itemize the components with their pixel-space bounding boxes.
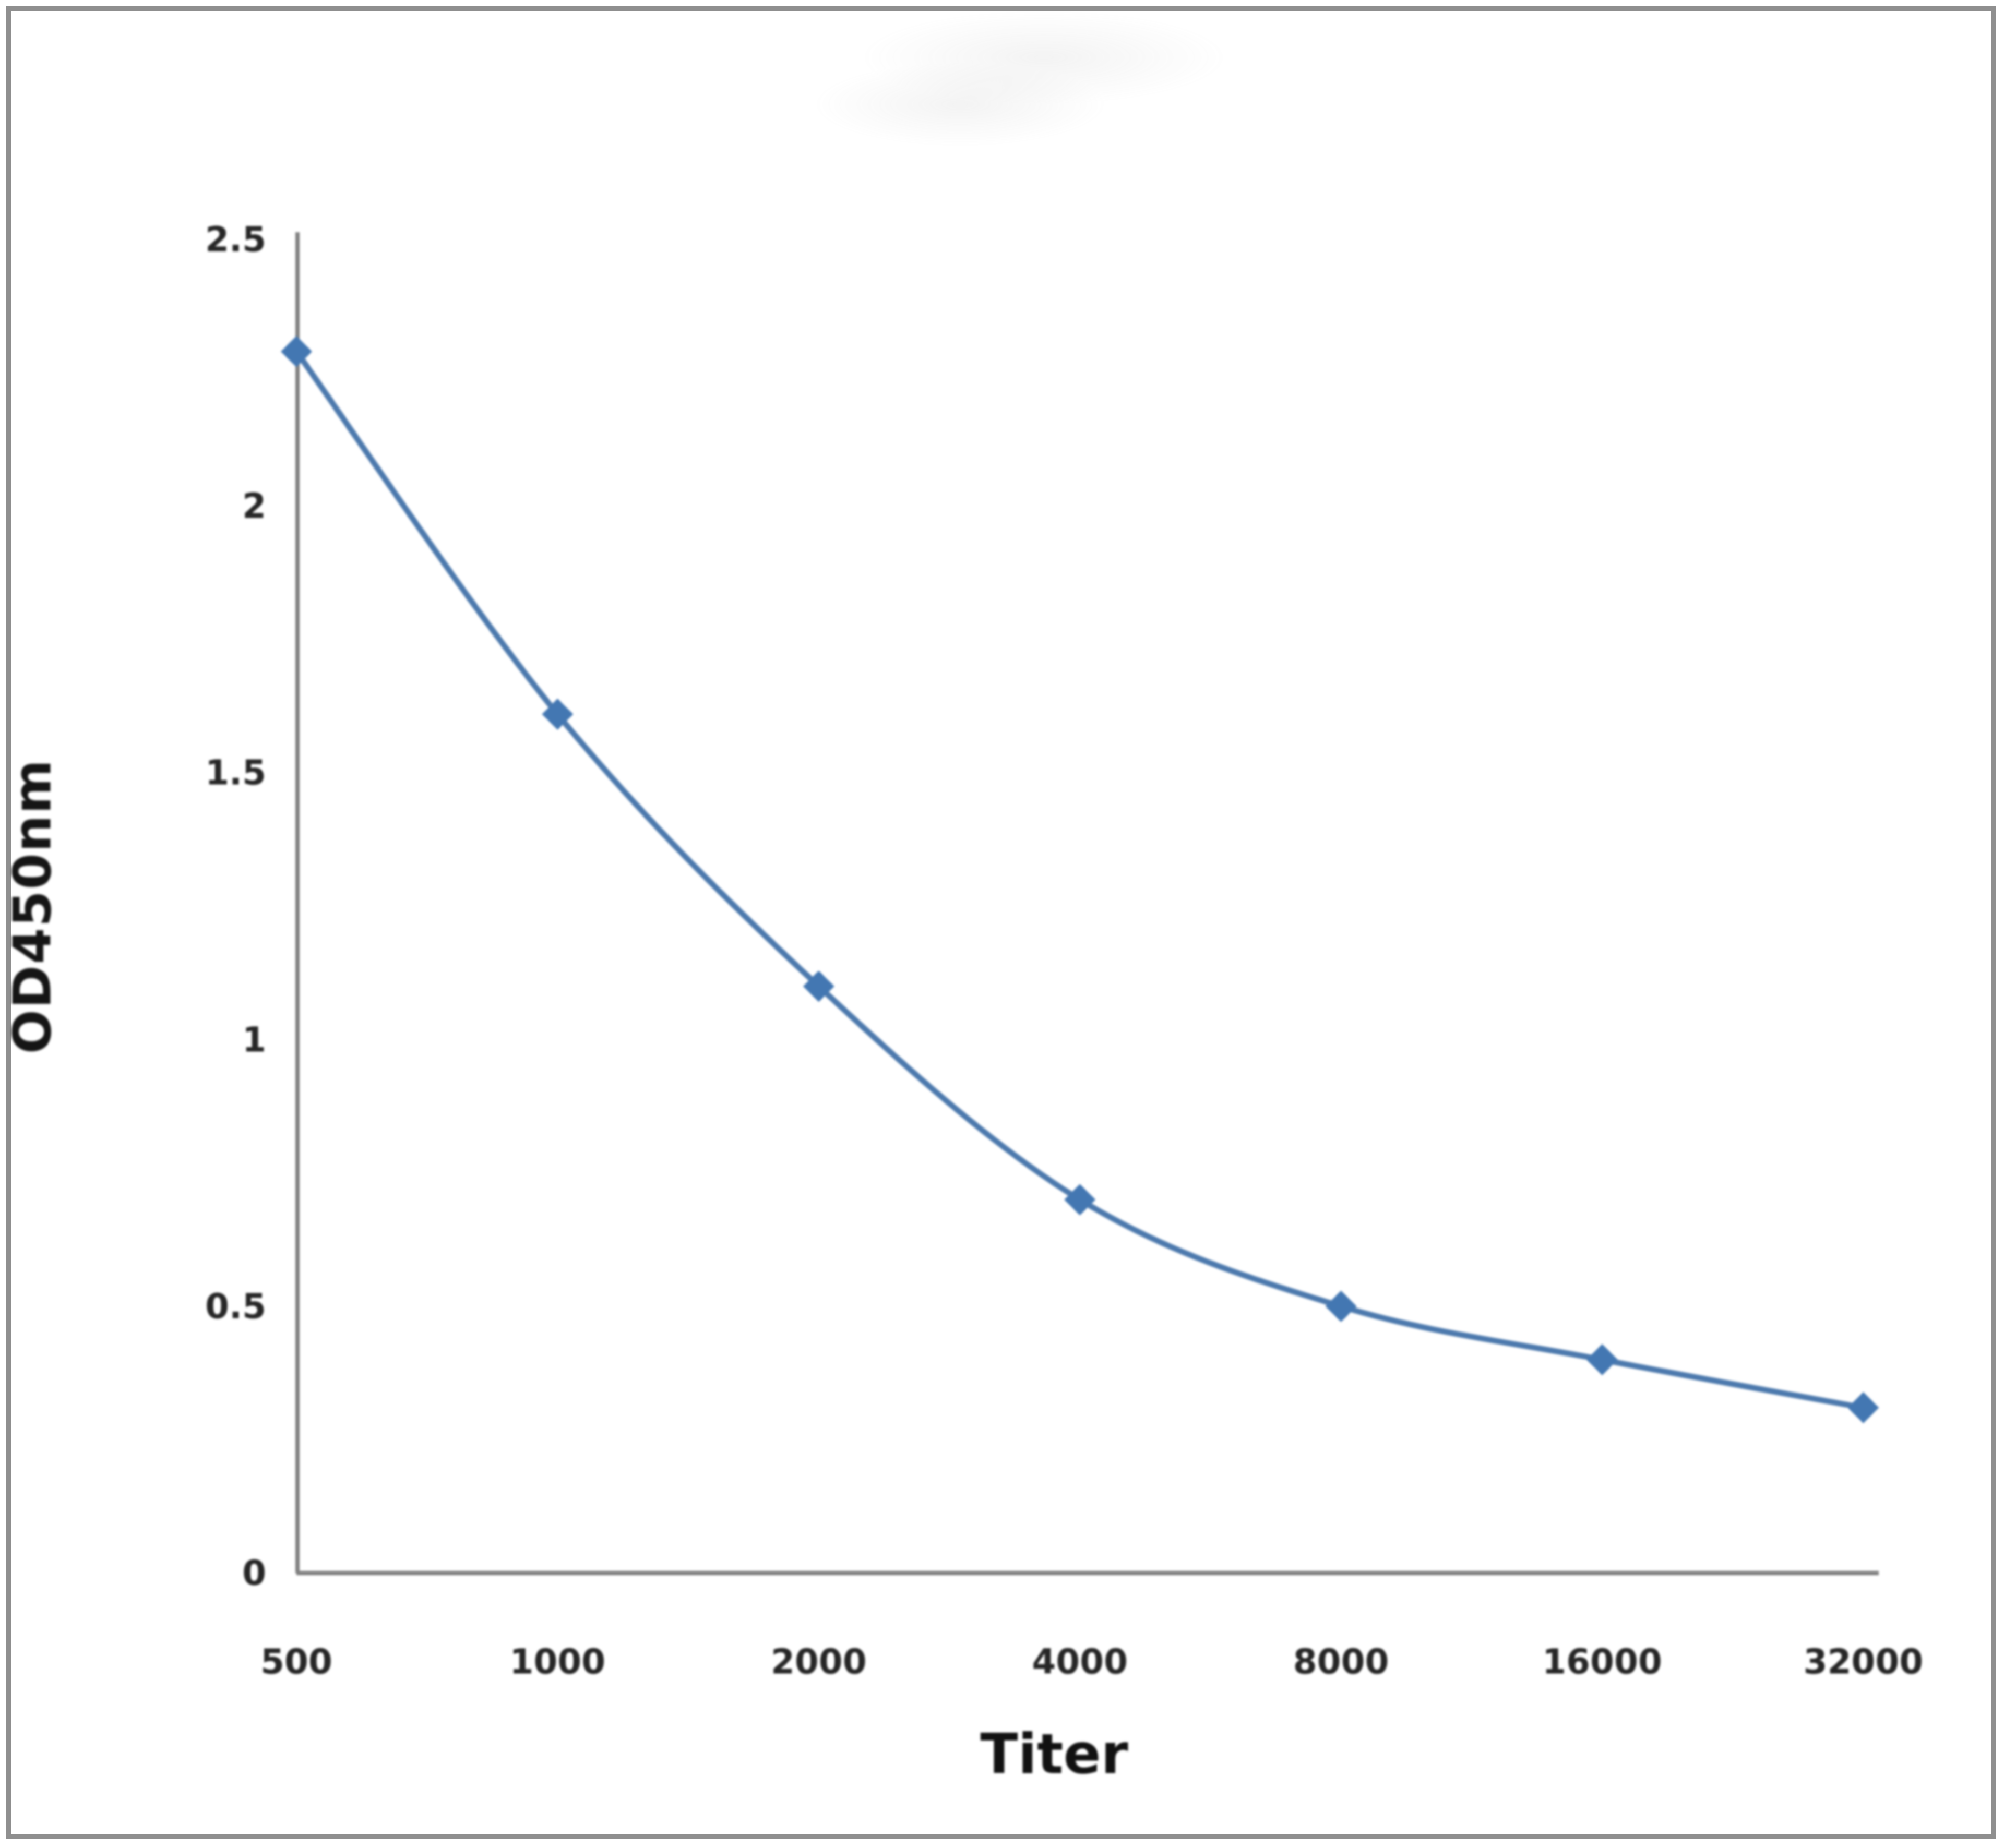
y-tick-label: 0	[242, 1553, 266, 1593]
watermark-smudge	[861, 10, 1226, 104]
series-line	[293, 349, 1866, 1411]
x-axis-title: Titer	[980, 1722, 1128, 1786]
x-tick-label: 1000	[509, 1641, 606, 1682]
data-point-marker	[1325, 1290, 1357, 1322]
x-tick-label: 4000	[1032, 1641, 1128, 1682]
x-tick-label: 500	[260, 1641, 332, 1682]
x-tick-label: 32000	[1803, 1641, 1924, 1682]
data-point-marker	[281, 335, 312, 367]
x-tick-label: 8000	[1293, 1641, 1389, 1682]
watermark-smudge	[814, 63, 1106, 146]
data-point-marker	[542, 698, 574, 730]
y-tick-label: 2	[242, 486, 266, 526]
data-point-marker	[1586, 1344, 1618, 1376]
y-tick-label: 0.5	[205, 1286, 266, 1327]
x-tick-label: 16000	[1542, 1641, 1662, 1682]
y-axis-title: OD450nm	[2, 758, 63, 1054]
image-border-frame	[6, 6, 1996, 1839]
data-point-marker	[803, 970, 834, 1002]
data-point-marker	[1847, 1392, 1879, 1424]
y-tick-label: 2.5	[205, 219, 266, 260]
y-tick-label: 1.5	[205, 752, 266, 793]
data-point-marker	[1064, 1184, 1096, 1216]
x-tick-label: 2000	[770, 1641, 867, 1682]
y-tick-label: 1	[242, 1019, 266, 1060]
